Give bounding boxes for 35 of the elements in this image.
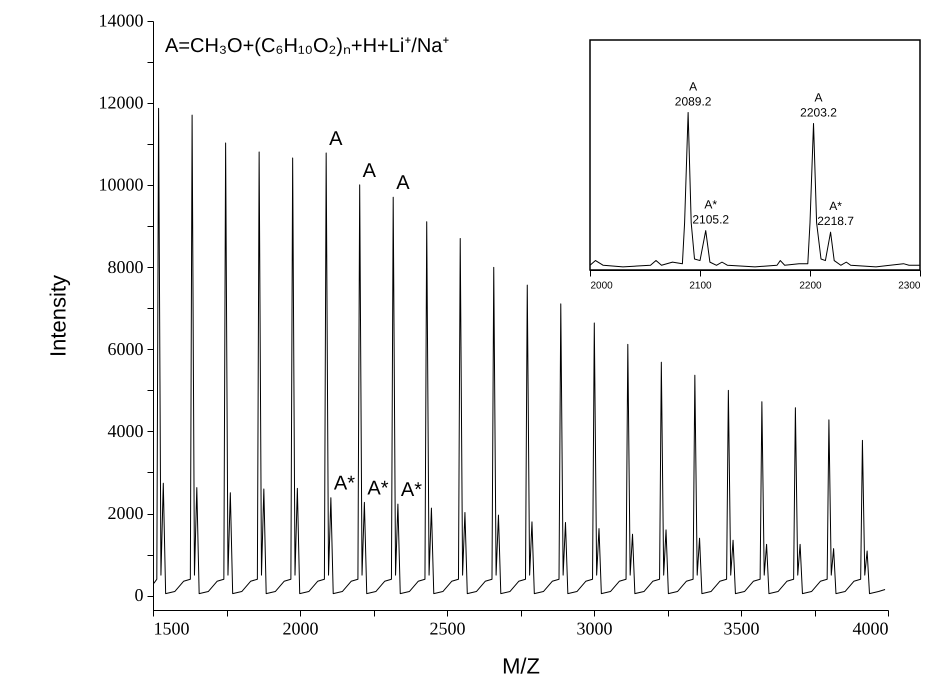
annotation: A <box>814 90 823 104</box>
annotation: A* <box>829 199 842 214</box>
annotation: A* <box>704 198 718 212</box>
y-tick-label: 12000 <box>98 92 144 113</box>
annotation: A <box>329 128 344 150</box>
y-tick-label: 0 <box>134 585 144 606</box>
annotation: A <box>689 79 698 94</box>
annotation: 2218.7 <box>817 214 854 228</box>
x-tick-label: 1500 <box>154 618 190 638</box>
y-axis-title: Intensity <box>46 275 70 357</box>
x-tick-label: 2300 <box>898 280 921 292</box>
y-tick-label: 6000 <box>108 338 144 359</box>
y-tick-label: 10000 <box>98 174 144 195</box>
x-tick-label: 2000 <box>282 618 318 638</box>
annotation: A <box>396 172 410 194</box>
x-tick-label: 3000 <box>576 618 612 638</box>
annotation: A* <box>367 477 389 500</box>
annotation: 2089.2 <box>674 94 712 108</box>
annotation: 2105.2 <box>692 212 730 227</box>
y-tick-label: 4000 <box>108 420 144 441</box>
y-tick-label: 8000 <box>108 256 144 277</box>
x-axis-title: M/Z <box>502 654 540 678</box>
x-tick-label: 3500 <box>724 618 760 638</box>
y-tick-label: 14000 <box>98 10 144 30</box>
x-tick-label: 4000 <box>852 618 888 638</box>
y-tick-label: 2000 <box>108 503 144 524</box>
annotation: 2203.2 <box>800 105 838 120</box>
x-tick-label: 2000 <box>590 280 614 292</box>
x-tick-label: 2100 <box>689 280 712 292</box>
annotation: A <box>362 160 377 182</box>
annotation: A* <box>334 472 356 495</box>
annotation: A=CH₃O+(C₆H₁₀O₂)ₙ+H+Li⁺/Na⁺ <box>165 35 450 57</box>
annotation: A* <box>400 479 422 502</box>
x-tick-label: 2200 <box>799 280 822 292</box>
x-tick-label: 2500 <box>430 618 466 638</box>
